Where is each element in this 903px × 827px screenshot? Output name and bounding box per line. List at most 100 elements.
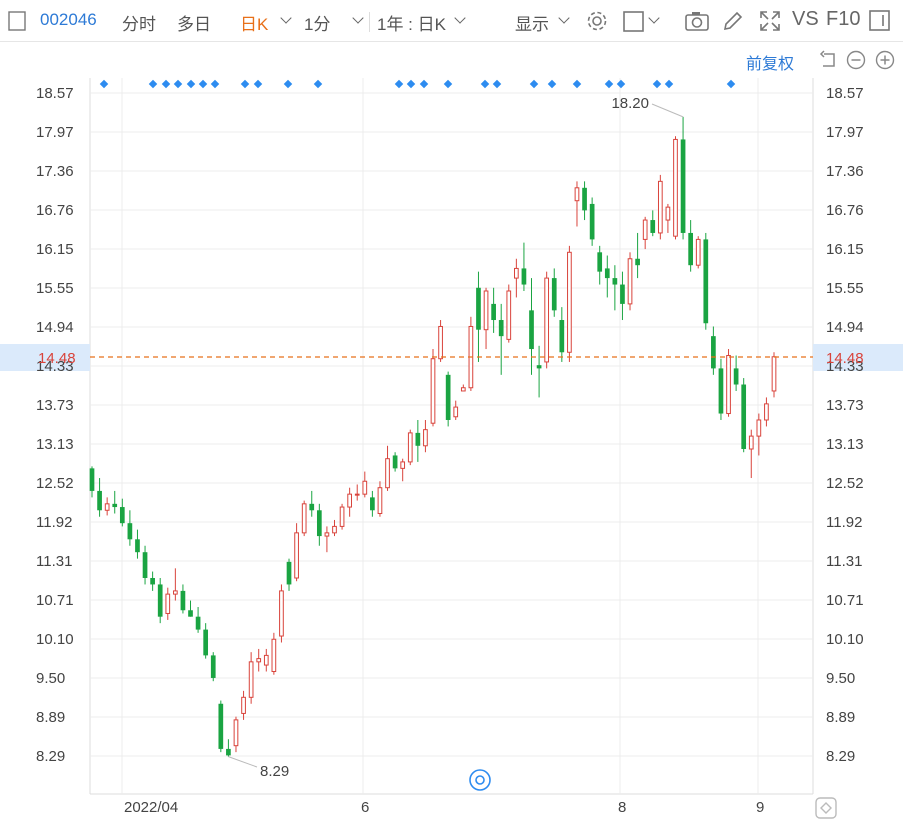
event-marker bbox=[547, 79, 557, 89]
y-tick-label: 16.15 bbox=[826, 241, 864, 258]
candle bbox=[188, 600, 193, 617]
y-axis-left: 18.57 17.97 17.36 16.76 16.15 15.55 14.94 14.33… bbox=[36, 85, 74, 765]
x-tick-label: 9 bbox=[756, 799, 764, 816]
y-tick-label: 9.50 bbox=[826, 670, 855, 687]
candle-body bbox=[377, 487, 383, 515]
candle-body bbox=[642, 219, 648, 240]
y-tick-label: 14.94 bbox=[36, 319, 74, 336]
candle-body bbox=[385, 458, 390, 489]
candle bbox=[476, 271, 481, 362]
candle-body bbox=[157, 584, 163, 617]
candle-body bbox=[514, 267, 519, 279]
event-marker bbox=[283, 79, 293, 89]
event-marker bbox=[529, 79, 539, 89]
vs-button[interactable]: VS bbox=[792, 8, 819, 30]
event-markers bbox=[99, 79, 736, 89]
candle-body bbox=[104, 503, 110, 511]
candle bbox=[385, 445, 390, 491]
candle bbox=[764, 397, 769, 427]
f10-button[interactable]: F10 bbox=[826, 8, 861, 30]
event-marker bbox=[148, 79, 158, 89]
candle-body bbox=[680, 139, 686, 233]
candle bbox=[339, 503, 345, 530]
candle bbox=[551, 268, 557, 317]
current-price-highlight-left bbox=[0, 344, 90, 371]
y-tick-label: 18.57 bbox=[826, 85, 864, 102]
candle bbox=[741, 378, 747, 453]
y-tick-label: 13.73 bbox=[36, 397, 74, 414]
undo-icon[interactable] bbox=[818, 50, 838, 75]
candle bbox=[597, 245, 603, 285]
tab-fenshi[interactable]: 分时 bbox=[122, 15, 156, 34]
y-tick-label: 16.76 bbox=[36, 202, 74, 219]
candle-body bbox=[604, 268, 610, 279]
event-marker bbox=[419, 79, 429, 89]
candle-body bbox=[695, 238, 701, 266]
candle-body bbox=[423, 429, 428, 447]
tab-duori[interactable]: 多日 bbox=[177, 15, 211, 34]
y-tick-label: 11.92 bbox=[826, 514, 862, 531]
zoom-in-icon[interactable] bbox=[875, 50, 895, 75]
candle bbox=[438, 320, 443, 362]
candle-body bbox=[589, 203, 595, 240]
candle bbox=[657, 174, 663, 240]
low-annotation: 8.29 bbox=[228, 756, 289, 780]
adjust-mode-button[interactable]: 前复权 bbox=[746, 56, 795, 73]
candle-body bbox=[559, 320, 565, 353]
pencil-icon[interactable] bbox=[721, 9, 745, 38]
candle bbox=[332, 519, 337, 537]
candle-body bbox=[430, 358, 436, 424]
candle bbox=[680, 116, 686, 240]
candle bbox=[718, 358, 724, 420]
candle bbox=[112, 490, 118, 514]
candle bbox=[286, 558, 292, 591]
gear-icon[interactable] bbox=[585, 9, 609, 38]
at-sign-icon[interactable] bbox=[469, 769, 491, 791]
candle bbox=[635, 232, 640, 279]
candle bbox=[423, 419, 428, 453]
candle-body bbox=[748, 435, 754, 450]
candle-body bbox=[726, 354, 731, 415]
candle bbox=[468, 316, 474, 391]
current-price-label-right: 14.48 bbox=[826, 350, 864, 367]
event-marker bbox=[604, 79, 614, 89]
candle-body bbox=[771, 356, 777, 392]
tab-rik[interactable]: 日K bbox=[240, 15, 269, 34]
y-tick-label: 14.33 bbox=[826, 358, 864, 375]
fullscreen-icon[interactable] bbox=[758, 9, 782, 38]
candle bbox=[627, 252, 633, 311]
candle-body bbox=[309, 503, 315, 511]
candle bbox=[665, 203, 671, 233]
y-tick-label: 16.76 bbox=[826, 202, 864, 219]
candle bbox=[491, 287, 496, 333]
candle-body bbox=[551, 278, 557, 311]
panel-icon[interactable] bbox=[869, 10, 891, 37]
candle bbox=[430, 349, 436, 427]
candle bbox=[370, 490, 375, 517]
camera-icon[interactable] bbox=[684, 9, 710, 38]
candle-body bbox=[339, 506, 345, 527]
y-tick-label: 17.97 bbox=[826, 124, 864, 141]
candle bbox=[567, 245, 572, 362]
low-leader-line bbox=[228, 756, 258, 768]
square-icon[interactable] bbox=[623, 11, 645, 38]
display-menu[interactable]: 显示 bbox=[515, 15, 549, 34]
candle bbox=[226, 739, 231, 757]
candle-body bbox=[407, 432, 413, 463]
candle-body bbox=[415, 432, 421, 446]
stock-code[interactable]: 002046 bbox=[40, 10, 97, 29]
checkbox-icon[interactable] bbox=[8, 11, 26, 36]
candle-body bbox=[347, 493, 352, 508]
zoom-out-icon[interactable] bbox=[846, 50, 866, 75]
candle-body bbox=[529, 310, 534, 350]
y-tick-label: 10.10 bbox=[826, 631, 864, 648]
candle-body bbox=[332, 525, 337, 534]
range-select[interactable]: 1年 : 日K bbox=[377, 15, 446, 34]
y-tick-label: 11.31 bbox=[826, 553, 862, 570]
x-tick-label: 8 bbox=[618, 799, 626, 816]
tab-yifen[interactable]: 1分 bbox=[304, 15, 331, 34]
candle bbox=[620, 271, 625, 321]
candle-body bbox=[673, 138, 678, 237]
candle-body bbox=[756, 419, 762, 437]
